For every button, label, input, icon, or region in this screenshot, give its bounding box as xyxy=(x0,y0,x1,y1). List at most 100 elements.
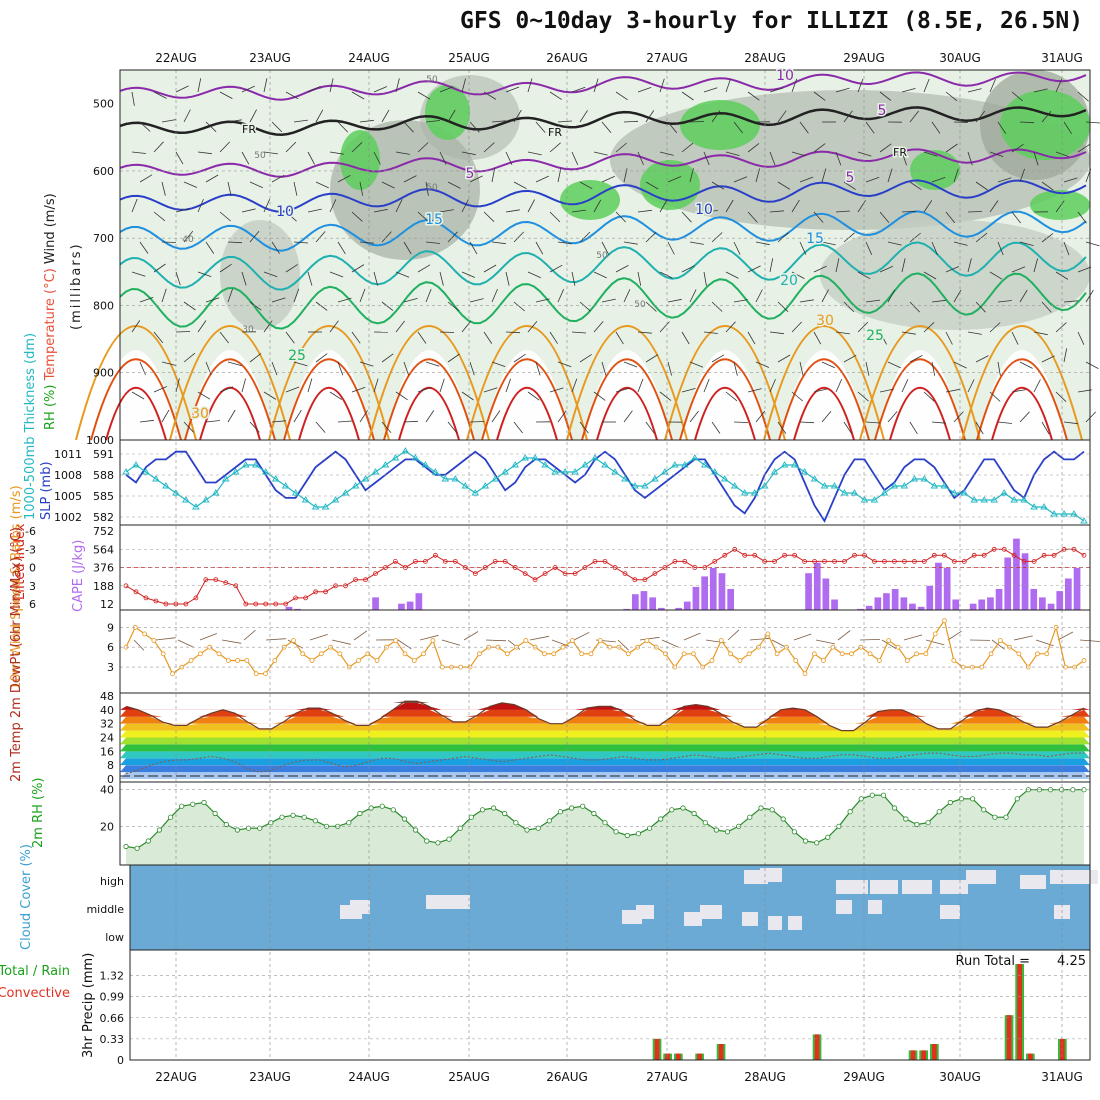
wind-barb xyxy=(579,110,588,123)
wind-barb xyxy=(769,378,776,393)
surface-wind-barb xyxy=(1057,631,1074,641)
rh-marker xyxy=(903,816,909,822)
cape-bar xyxy=(926,585,934,610)
cape-bar xyxy=(831,599,838,610)
lifted-index-marker xyxy=(293,595,299,601)
wind-barb xyxy=(989,391,1001,402)
date-label-bottom: 29AUG xyxy=(843,1070,885,1084)
precip-ylabel-unit: 3hr Precip (mm) xyxy=(81,953,96,1058)
thickness-marker xyxy=(212,489,220,496)
temperature-band xyxy=(120,730,1090,738)
wind-barb xyxy=(1085,241,1100,247)
cloud-tick-label: low xyxy=(105,931,124,944)
cloud-tick-label: high xyxy=(100,875,124,888)
surface-wind-barb xyxy=(837,630,851,641)
thickness-marker xyxy=(700,461,709,468)
cape-bar xyxy=(406,601,414,610)
wind-barb xyxy=(975,421,984,435)
wind-barb xyxy=(747,143,760,153)
wind-barb xyxy=(139,297,154,303)
wind-barb xyxy=(293,361,308,367)
wind-tick-label: 6 xyxy=(107,641,114,654)
wind-barb xyxy=(461,271,476,278)
wind-speed-marker xyxy=(914,651,919,657)
wind-barb xyxy=(879,91,892,101)
surface-wind-barb xyxy=(661,639,679,648)
rh-contour-label: 50 xyxy=(426,183,438,193)
temperature-isotherm-warm xyxy=(383,358,475,441)
wind-speed-marker xyxy=(579,651,585,657)
wind-barb xyxy=(329,391,342,400)
isotherm-label: 5 xyxy=(878,103,887,119)
wind-barb xyxy=(337,420,353,423)
wind-speed-marker xyxy=(151,638,157,643)
cape-tick-label: 188 xyxy=(93,580,114,593)
wind-barb xyxy=(931,299,946,303)
wind-barb xyxy=(1011,331,1019,345)
rh-marker xyxy=(702,820,708,826)
wind-barb xyxy=(967,258,972,273)
wind-speed-marker xyxy=(318,651,324,657)
surface-wind-barb xyxy=(331,639,351,645)
rh-marker xyxy=(958,796,965,802)
wind-speed-marker xyxy=(263,671,268,677)
thickness-marker xyxy=(122,468,130,475)
thickness-marker xyxy=(870,496,879,503)
wind-barb xyxy=(527,151,542,156)
wind-barb xyxy=(535,361,541,376)
wind-barb xyxy=(351,331,361,344)
cape-bar xyxy=(917,606,925,610)
thickness-marker xyxy=(770,468,779,475)
wind-barb xyxy=(579,421,589,434)
wind-barb xyxy=(1041,233,1054,243)
wind-barb xyxy=(725,151,740,156)
wind-barb xyxy=(1077,331,1085,345)
wind-barb xyxy=(285,264,298,273)
date-label-bottom: 22AUG xyxy=(155,1070,197,1084)
wind-barb xyxy=(329,78,334,93)
wind-barb xyxy=(131,391,145,400)
wind-barb xyxy=(527,199,535,213)
thickness-marker xyxy=(271,475,280,482)
wind-barb xyxy=(601,175,615,183)
wind-barb xyxy=(571,271,576,286)
lifted-index-marker xyxy=(842,559,847,564)
isotherm-label: 5 xyxy=(466,166,475,182)
wind-speed-marker xyxy=(504,651,510,657)
wind-barb xyxy=(161,288,167,303)
cape-bar xyxy=(978,599,986,610)
rh-marker xyxy=(190,801,196,807)
surface-wind-barb xyxy=(309,634,328,641)
cloud-block xyxy=(768,916,782,930)
rh-marker xyxy=(168,814,174,820)
wind-barb xyxy=(821,168,827,183)
wind-barb xyxy=(359,288,366,303)
wind-barb xyxy=(527,391,540,401)
rh-contour-label: 50 xyxy=(254,151,266,161)
wind-barb xyxy=(997,300,1012,303)
lifted-index-marker xyxy=(902,559,907,564)
wind-barb xyxy=(571,86,586,93)
wind-barb xyxy=(645,110,655,123)
freezing-level-label: FR xyxy=(242,123,256,136)
wind-barb xyxy=(381,181,395,189)
thickness-marker xyxy=(391,454,400,461)
rh-marker xyxy=(245,825,252,831)
wind-barb xyxy=(329,271,344,278)
wind-barb xyxy=(601,298,616,303)
wind-barb xyxy=(329,151,344,155)
wind-barb xyxy=(263,199,271,213)
wind-barb xyxy=(659,391,672,401)
wind-barb xyxy=(857,200,866,213)
rh-marker xyxy=(880,792,887,798)
wind-barb xyxy=(843,301,855,313)
wind-barb xyxy=(205,297,220,303)
wind-barb xyxy=(945,143,958,153)
lifted-index-marker xyxy=(941,552,947,558)
wind-barb xyxy=(989,271,1003,280)
wind-barb xyxy=(241,378,246,393)
thickness-line xyxy=(125,450,1085,522)
cape-bar xyxy=(623,608,630,610)
lifted-index-marker xyxy=(852,552,857,558)
lifted-index-marker xyxy=(712,559,718,564)
